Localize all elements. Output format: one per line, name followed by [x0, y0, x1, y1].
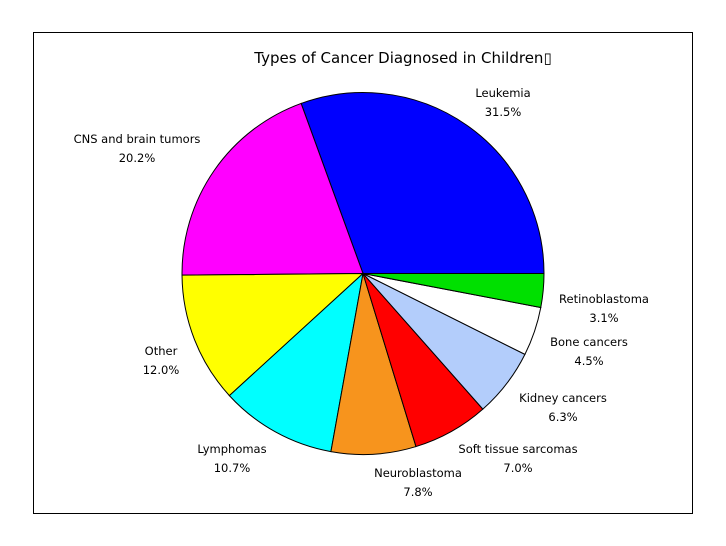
chart-title: Types of Cancer Diagnosed in Children▯: [253, 49, 551, 67]
slice-percent-soft-tissue-sarcomas: 7.0%: [503, 461, 532, 475]
pie-slice-retinoblastoma: [362, 273, 545, 309]
slice-percent-retinoblastoma: 3.1%: [589, 311, 618, 325]
slice-percent-lymphomas: 10.7%: [214, 461, 251, 475]
pie-slices: [181, 92, 545, 455]
pie-slice-cns-and-brain-tumors: [181, 102, 364, 276]
pie-slice-other: [181, 272, 365, 397]
slice-percent-bone-cancers: 4.5%: [574, 354, 603, 368]
slice-percent-cns-and-brain-tumors: 20.2%: [119, 151, 156, 165]
pie-slice-leukemia: [300, 92, 545, 274]
slice-percent-leukemia: 31.5%: [485, 105, 522, 119]
slice-percent-neuroblastoma: 7.8%: [403, 485, 432, 499]
slice-label-kidney-cancers: Kidney cancers: [519, 391, 607, 405]
slice-label-leukemia: Leukemia: [475, 86, 530, 100]
slice-label-neuroblastoma: Neuroblastoma: [374, 466, 462, 480]
slice-label-bone-cancers: Bone cancers: [550, 335, 628, 349]
pie-slice-lymphomas: [228, 272, 364, 453]
slice-percent-other: 12.0%: [143, 363, 180, 377]
slice-label-other: Other: [145, 344, 178, 358]
slice-label-cns-and-brain-tumors: CNS and brain tumors: [74, 132, 201, 146]
slice-label-soft-tissue-sarcomas: Soft tissue sarcomas: [458, 442, 577, 456]
slice-label-retinoblastoma: Retinoblastoma: [559, 292, 649, 306]
pie-labels: Leukemia 31.5% CNS and brain tumors 20.2% Ot…: [74, 86, 649, 499]
slice-label-lymphomas: Lymphomas: [197, 442, 266, 456]
slice-percent-kidney-cancers: 6.3%: [548, 410, 577, 424]
